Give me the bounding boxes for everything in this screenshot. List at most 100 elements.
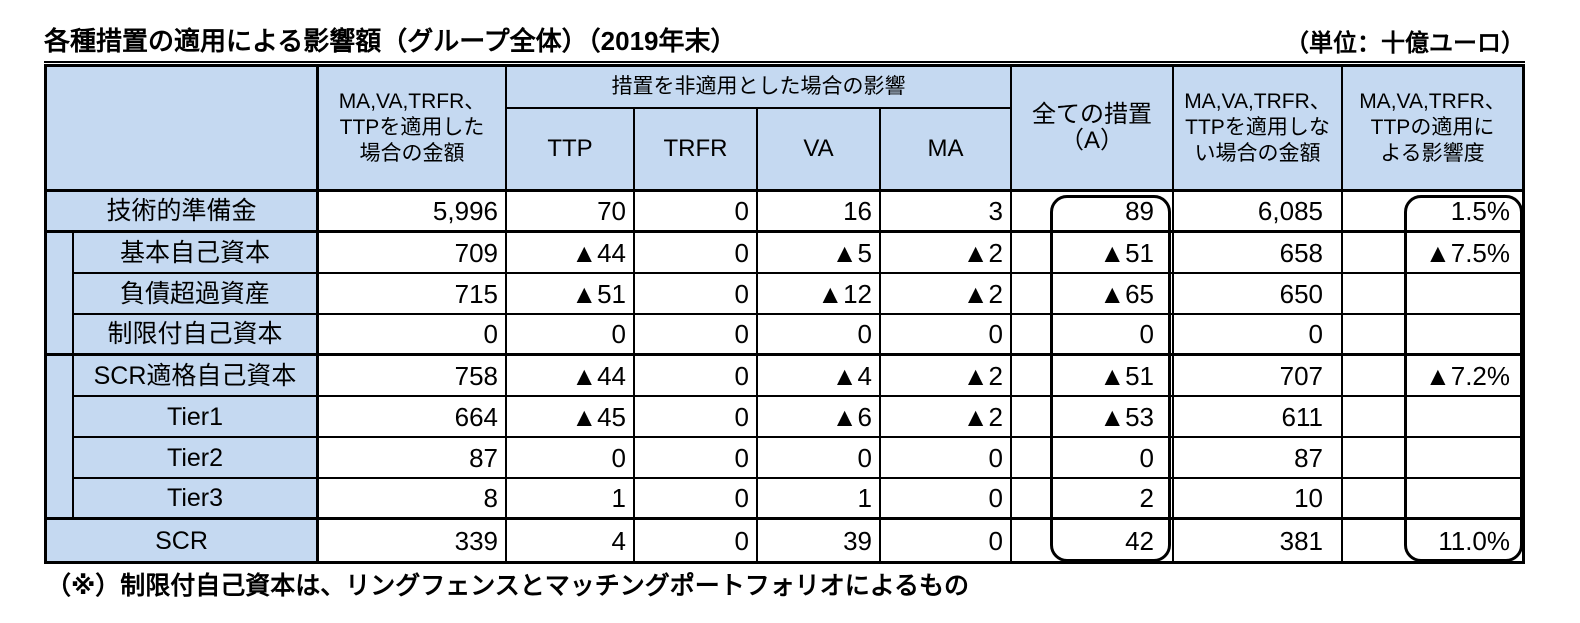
cell-all-measures: 2: [1012, 479, 1174, 520]
cell-ttp: 1: [507, 479, 635, 520]
header-ma: MA: [881, 109, 1012, 192]
header-group-non-applied: 措置を非適用とした場合の影響: [507, 67, 1012, 109]
cell-ttp: 4: [507, 520, 635, 561]
row-label: SCR: [47, 520, 319, 561]
corner-blank-cell: [47, 67, 319, 192]
impact-table: MA,VA,TRFR、 TTPを適用した 場合の金額 措置を非適用とした場合の影…: [44, 64, 1525, 564]
indent-strip: [47, 233, 74, 356]
page-title: 各種措置の適用による影響額（グループ全体）（2019年末）: [44, 26, 737, 56]
cell-applied: 87: [319, 438, 507, 479]
cell-all-measures: 0: [1012, 438, 1174, 479]
header-trfr: TRFR: [635, 109, 758, 192]
row-label: 基本自己資本: [74, 233, 319, 274]
cell-ma: ▲2: [881, 274, 1012, 315]
cell-va: ▲4: [758, 356, 881, 397]
cell-ma: 0: [881, 520, 1012, 561]
cell-va: 16: [758, 192, 881, 233]
header-va: VA: [758, 109, 881, 192]
cell-impact: [1343, 397, 1522, 438]
cell-trfr: 0: [635, 520, 758, 561]
cell-not-applied: 611: [1174, 397, 1343, 438]
cell-trfr: 0: [635, 233, 758, 274]
cell-all-measures: 42: [1012, 520, 1174, 561]
footnote: （※）制限付自己資本は、リングフェンスとマッチングポートフォリオによるもの: [46, 572, 970, 600]
cell-not-applied: 650: [1174, 274, 1343, 315]
cell-applied: 8: [319, 479, 507, 520]
cell-all-measures: ▲51: [1012, 233, 1174, 274]
cell-all-measures: 0: [1012, 315, 1174, 356]
cell-va: ▲12: [758, 274, 881, 315]
cell-va: 1: [758, 479, 881, 520]
header-all-measures: 全ての措置 （A）: [1012, 67, 1174, 192]
cell-ttp: ▲44: [507, 356, 635, 397]
cell-trfr: 0: [635, 315, 758, 356]
cell-ma: ▲2: [881, 233, 1012, 274]
cell-applied: 5,996: [319, 192, 507, 233]
cell-impact: ▲7.5%: [1343, 233, 1522, 274]
cell-applied: 339: [319, 520, 507, 561]
all-measures-column-outline: [1050, 195, 1171, 562]
cell-trfr: 0: [635, 438, 758, 479]
cell-trfr: 0: [635, 274, 758, 315]
header-not-applied-amount: MA,VA,TRFR、 TTPを適用しな い場合の金額: [1174, 67, 1343, 192]
cell-ma: 0: [881, 479, 1012, 520]
title-bar: 各種措置の適用による影響額（グループ全体）（2019年末） （単位：十億ユーロ）: [44, 21, 1525, 63]
cell-applied: 0: [319, 315, 507, 356]
cell-impact: [1343, 479, 1522, 520]
row-label: 負債超過資産: [74, 274, 319, 315]
indent-strip: [47, 356, 74, 520]
cell-va: ▲5: [758, 233, 881, 274]
cell-not-applied: 707: [1174, 356, 1343, 397]
cell-all-measures: ▲51: [1012, 356, 1174, 397]
cell-all-measures: 89: [1012, 192, 1174, 233]
cell-va: 39: [758, 520, 881, 561]
cell-impact: ▲7.2%: [1343, 356, 1522, 397]
cell-ma: 3: [881, 192, 1012, 233]
cell-impact: [1343, 274, 1522, 315]
cell-va: 0: [758, 438, 881, 479]
cell-all-measures: ▲53: [1012, 397, 1174, 438]
cell-not-applied: 10: [1174, 479, 1343, 520]
cell-ttp: 70: [507, 192, 635, 233]
cell-ma: ▲2: [881, 356, 1012, 397]
cell-impact: 1.5%: [1343, 192, 1522, 233]
cell-ttp: ▲45: [507, 397, 635, 438]
header-applied-amount: MA,VA,TRFR、 TTPを適用した 場合の金額: [319, 67, 507, 192]
impact-column-outline: [1404, 195, 1523, 562]
cell-va: 0: [758, 315, 881, 356]
cell-applied: 664: [319, 397, 507, 438]
cell-not-applied: 0: [1174, 315, 1343, 356]
cell-ma: 0: [881, 438, 1012, 479]
row-label: Tier3: [74, 479, 319, 520]
row-label: 制限付自己資本: [74, 315, 319, 356]
cell-impact: [1343, 315, 1522, 356]
cell-applied: 758: [319, 356, 507, 397]
cell-applied: 715: [319, 274, 507, 315]
cell-not-applied: 658: [1174, 233, 1343, 274]
row-label: 技術的準備金: [47, 192, 319, 233]
cell-ttp: ▲44: [507, 233, 635, 274]
cell-ma: 0: [881, 315, 1012, 356]
cell-ma: ▲2: [881, 397, 1012, 438]
cell-trfr: 0: [635, 397, 758, 438]
cell-impact: [1343, 438, 1522, 479]
cell-impact: 11.0%: [1438, 525, 1510, 556]
cell-not-applied: 87: [1174, 438, 1343, 479]
row-label: Tier2: [74, 438, 319, 479]
cell-applied: 709: [319, 233, 507, 274]
cell-va: ▲6: [758, 397, 881, 438]
cell-ttp: 0: [507, 315, 635, 356]
row-label: SCR適格自己資本: [74, 356, 319, 397]
cell-trfr: 0: [635, 356, 758, 397]
cell-trfr: 0: [635, 479, 758, 520]
header-ttp: TTP: [507, 109, 635, 192]
row-label: Tier1: [74, 397, 319, 438]
cell-not-applied: 6,085: [1174, 192, 1343, 233]
cell-all-measures: ▲65: [1012, 274, 1174, 315]
header-impact-degree: MA,VA,TRFR、 TTPの適用に よる影響度: [1343, 67, 1522, 192]
cell-ttp: ▲51: [507, 274, 635, 315]
unit-label: （単位：十億ユーロ）: [1285, 30, 1525, 57]
cell-trfr: 0: [635, 192, 758, 233]
cell-ttp: 0: [507, 438, 635, 479]
cell-not-applied: 381: [1174, 520, 1343, 561]
